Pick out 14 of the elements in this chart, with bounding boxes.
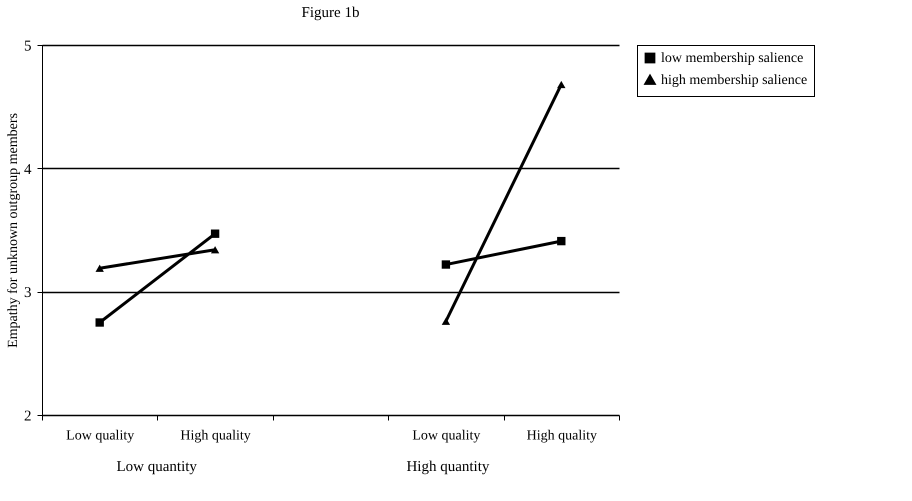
x-tick-label: High quality [526, 428, 597, 444]
y-tick-label: 4 [24, 162, 32, 178]
y-tick-label: 3 [24, 285, 32, 302]
x-tick-label: Low quality [66, 428, 134, 444]
chart-title: Figure 1b [302, 5, 360, 21]
text: Low quantity [116, 459, 198, 475]
y-axis-title: Empathy for unknown outgroup members [6, 113, 21, 348]
y-tick-label: 2 [24, 408, 32, 424]
legend-label: low membership salience [661, 51, 804, 66]
x-tick-label: High quality [180, 428, 251, 444]
text: High quantity [406, 459, 490, 475]
legend-label: high membership salience [661, 73, 808, 88]
y-tick-label: 5 [24, 38, 32, 54]
x-tick-label: Low quality [412, 428, 480, 444]
